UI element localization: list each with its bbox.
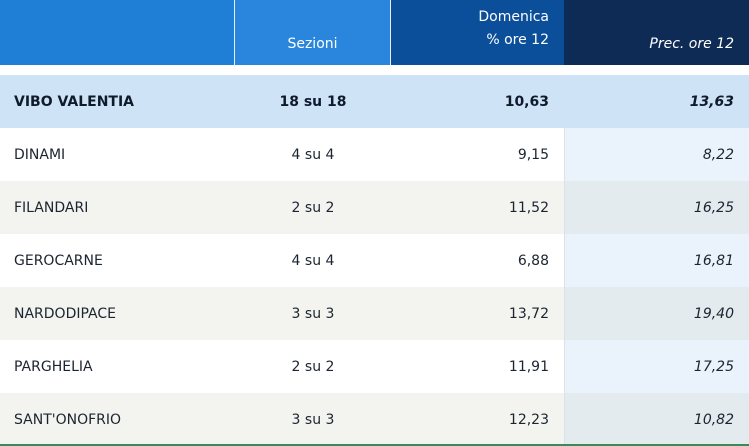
row-prec: 8,22	[564, 128, 749, 181]
total-row: VIBO VALENTIA 18 su 18 10,63 13,63	[0, 75, 749, 128]
row-prec: 16,81	[564, 234, 749, 287]
row-prec: 19,40	[564, 287, 749, 340]
row-name: SANT'ONOFRIO	[14, 411, 122, 428]
header-domenica: Domenica % ore 12	[391, 0, 564, 65]
table-row: NARDODIPACE 3 su 3 13,72 19,40	[0, 287, 749, 340]
header-domenica-line1: Domenica	[478, 9, 549, 25]
row-name: PARGHELIA	[14, 358, 93, 375]
header-sezioni: Sezioni	[235, 0, 391, 65]
table-row: DINAMI 4 su 4 9,15 8,22	[0, 128, 749, 181]
row-sezioni: 4 su 4	[291, 252, 335, 269]
header-prec: Prec. ore 12	[564, 0, 749, 65]
header-prec-label: Prec. ore 12	[649, 36, 734, 52]
header-sezioni-label: Sezioni	[287, 36, 338, 52]
row-domenica: 9,15	[517, 146, 549, 163]
row-sezioni: 2 su 2	[291, 358, 335, 375]
row-prec: 17,25	[564, 340, 749, 393]
row-name: FILANDARI	[14, 199, 89, 216]
row-name: NARDODIPACE	[14, 305, 116, 322]
total-domenica: 10,63	[504, 93, 549, 110]
row-sezioni: 4 su 4	[291, 146, 335, 163]
row-sezioni: 3 su 3	[291, 411, 335, 428]
row-domenica: 6,88	[517, 252, 549, 269]
total-prec: 13,63	[564, 75, 749, 128]
row-domenica: 13,72	[508, 305, 549, 322]
row-prec: 10,82	[564, 393, 749, 446]
header-gap	[0, 65, 749, 75]
total-sezioni: 18 su 18	[279, 93, 347, 110]
row-sezioni: 3 su 3	[291, 305, 335, 322]
total-name: VIBO VALENTIA	[14, 93, 135, 110]
table-row: GEROCARNE 4 su 4 6,88 16,81	[0, 234, 749, 287]
table-header: Sezioni Domenica % ore 12 Prec. ore 12	[0, 0, 749, 65]
header-comune	[0, 0, 235, 65]
row-name: GEROCARNE	[14, 252, 103, 269]
table-row: FILANDARI 2 su 2 11,52 16,25	[0, 181, 749, 234]
row-sezioni: 2 su 2	[291, 199, 335, 216]
header-domenica-line2: % ore 12	[486, 32, 549, 48]
row-domenica: 11,91	[508, 358, 549, 375]
row-domenica: 12,23	[508, 411, 549, 428]
row-domenica: 11,52	[508, 199, 549, 216]
table-row: SANT'ONOFRIO 3 su 3 12,23 10,82	[0, 393, 749, 446]
table-row: PARGHELIA 2 su 2 11,91 17,25	[0, 340, 749, 393]
row-prec: 16,25	[564, 181, 749, 234]
row-name: DINAMI	[14, 146, 66, 163]
bottom-divider	[0, 444, 749, 446]
